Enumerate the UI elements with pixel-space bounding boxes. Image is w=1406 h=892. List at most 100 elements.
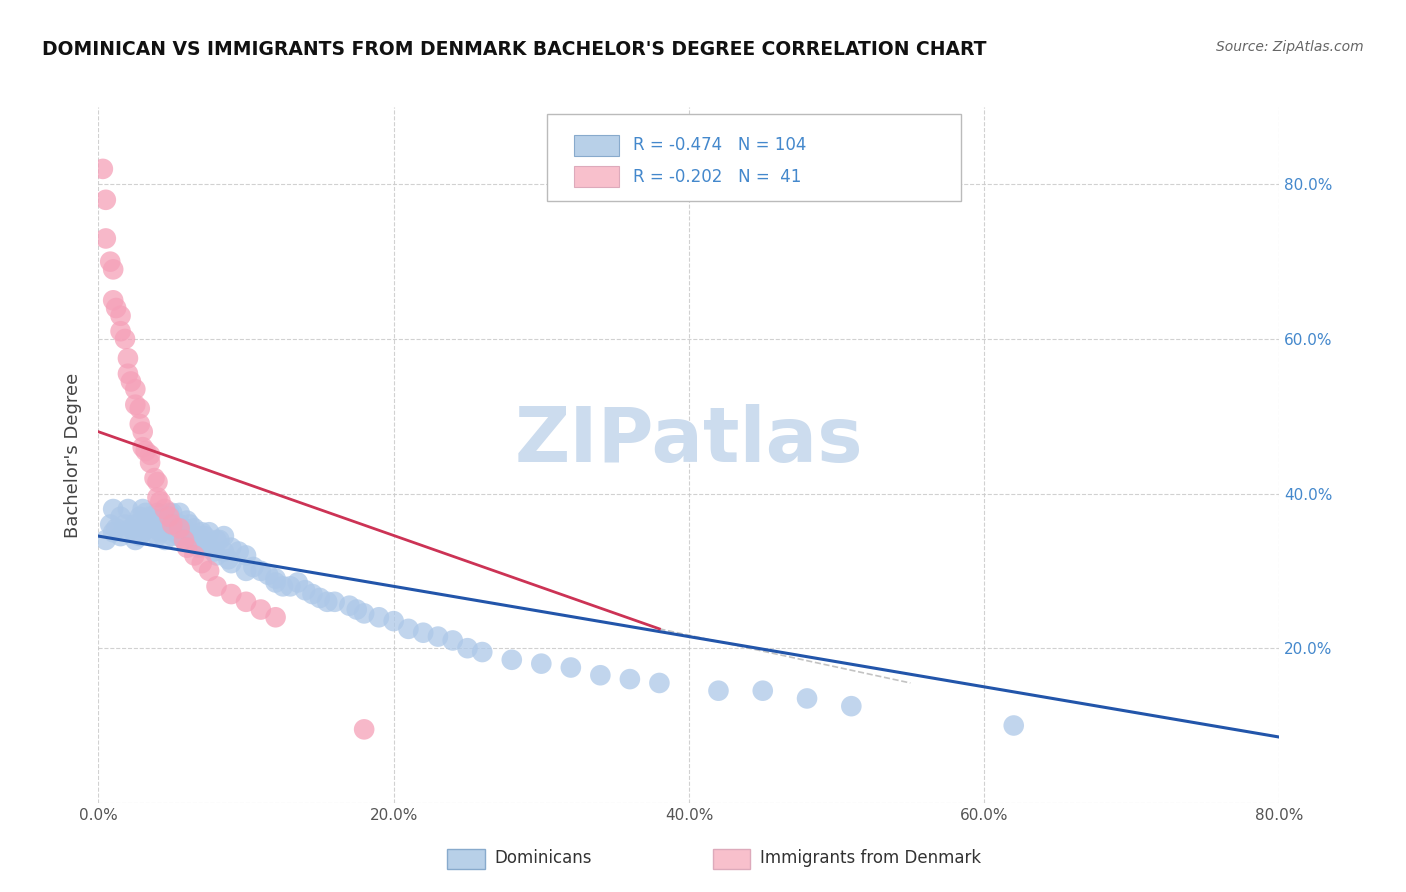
Point	[287, 575, 309, 590]
Point	[173, 533, 195, 547]
Point	[132, 525, 155, 540]
Point	[146, 517, 169, 532]
Point	[124, 398, 146, 412]
Point	[146, 529, 169, 543]
Point	[173, 533, 195, 547]
Point	[139, 509, 162, 524]
Point	[135, 521, 157, 535]
Point	[135, 444, 157, 458]
Point	[183, 549, 205, 563]
Point	[235, 564, 257, 578]
Point	[105, 301, 128, 315]
Point	[146, 506, 169, 520]
FancyBboxPatch shape	[575, 135, 619, 156]
Point	[368, 610, 391, 624]
Point	[124, 382, 146, 396]
Point	[153, 509, 176, 524]
Point	[271, 579, 294, 593]
Point	[135, 506, 157, 520]
Point	[117, 351, 139, 366]
Point	[132, 514, 155, 528]
Point	[264, 610, 287, 624]
Point	[530, 657, 553, 671]
Point	[217, 552, 239, 566]
Point	[501, 653, 523, 667]
Point	[589, 668, 612, 682]
Point	[132, 440, 155, 454]
Point	[235, 595, 257, 609]
Point	[143, 514, 166, 528]
Point	[441, 633, 464, 648]
Point	[120, 375, 142, 389]
Point	[132, 502, 155, 516]
Point	[198, 541, 221, 555]
Point	[94, 193, 117, 207]
Point	[257, 567, 280, 582]
Point	[169, 517, 191, 532]
Point	[117, 367, 139, 381]
Point	[242, 560, 264, 574]
Point	[149, 525, 172, 540]
Point	[114, 517, 136, 532]
Point	[176, 541, 198, 555]
Point	[187, 541, 209, 555]
Point	[264, 572, 287, 586]
Point	[153, 533, 176, 547]
Point	[471, 645, 494, 659]
Point	[264, 575, 287, 590]
Point	[110, 509, 132, 524]
Point	[212, 544, 235, 558]
Text: DOMINICAN VS IMMIGRANTS FROM DENMARK BACHELOR'S DEGREE CORRELATION CHART: DOMINICAN VS IMMIGRANTS FROM DENMARK BAC…	[42, 40, 987, 59]
Point	[339, 599, 360, 613]
Point	[382, 614, 405, 628]
Point	[110, 529, 132, 543]
Point	[176, 525, 198, 540]
Point	[294, 583, 316, 598]
Point	[198, 525, 221, 540]
Point	[103, 525, 125, 540]
Point	[157, 509, 180, 524]
Point	[194, 529, 217, 543]
Point	[219, 556, 242, 570]
Point	[346, 602, 368, 616]
Point	[103, 262, 125, 277]
Point	[157, 517, 180, 532]
Point	[796, 691, 818, 706]
Point	[124, 517, 146, 532]
Point	[162, 517, 183, 532]
Point	[648, 676, 671, 690]
Point	[136, 517, 159, 532]
Point	[205, 579, 228, 593]
Point	[124, 533, 146, 547]
Point	[235, 549, 257, 563]
Point	[149, 494, 172, 508]
Point	[139, 456, 162, 470]
Point	[98, 254, 121, 268]
Point	[198, 564, 221, 578]
Point	[103, 293, 125, 308]
Point	[128, 401, 150, 416]
Point	[208, 533, 231, 547]
Point	[353, 723, 375, 737]
FancyBboxPatch shape	[547, 114, 960, 201]
Point	[205, 549, 228, 563]
Point	[91, 161, 114, 176]
Point	[619, 672, 641, 686]
Point	[103, 502, 125, 516]
Point	[169, 506, 191, 520]
Point	[212, 529, 235, 543]
FancyBboxPatch shape	[575, 166, 619, 187]
Point	[250, 602, 273, 616]
Point	[128, 417, 150, 431]
Point	[309, 591, 332, 605]
Point	[146, 491, 169, 505]
Point	[191, 525, 214, 540]
Point	[176, 514, 198, 528]
Point	[139, 529, 162, 543]
Point	[187, 529, 209, 543]
Point	[219, 587, 242, 601]
Point	[202, 544, 225, 558]
Point	[183, 521, 205, 535]
FancyBboxPatch shape	[447, 849, 485, 869]
Point	[139, 448, 162, 462]
